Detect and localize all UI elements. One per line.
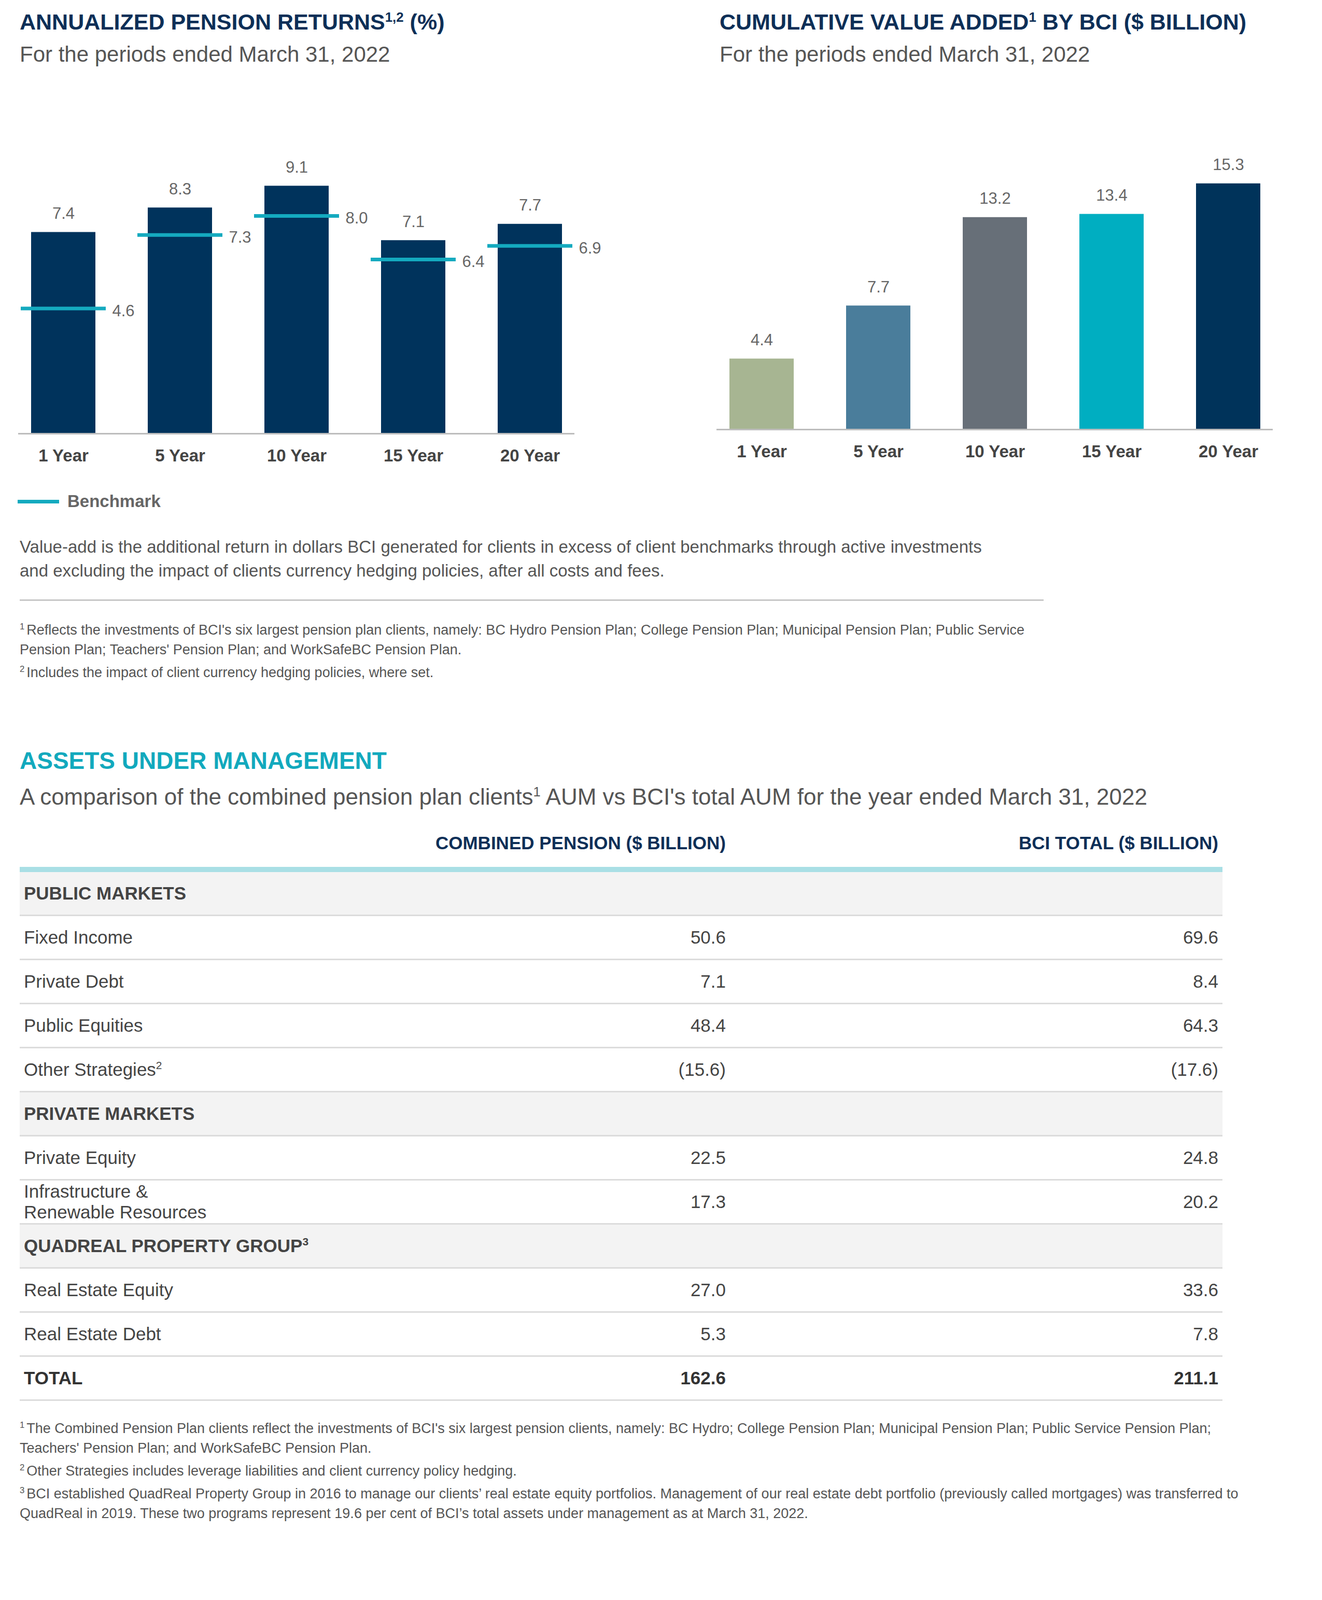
svg-text:15 Year: 15 Year: [1081, 441, 1142, 461]
html-text:211.1: 211.1: [1173, 1367, 1219, 1388]
svg-text:6.4: 6.4: [462, 252, 485, 271]
html-text:COMBINED PENSION ($ BILLION): COMBINED PENSION ($ BILLION): [435, 832, 726, 853]
svg-text:13.4: 13.4: [1095, 186, 1128, 205]
html-text:ANNUALIZED PENSION RETURNS1,2(: ANNUALIZED PENSION RETURNS1,2(%): [19, 9, 445, 35]
html-text:For the periods ended March 31: For the periods ended March 31, 2022: [19, 41, 391, 67]
svg-text:8.0: 8.0: [345, 208, 369, 228]
html-text:162.6: 162.6: [680, 1367, 726, 1388]
html-text:(17.6): (17.6): [1170, 1059, 1219, 1080]
svg-text:15 Year: 15 Year: [383, 445, 444, 466]
html-text:For the periods ended March 31: For the periods ended March 31, 2022: [719, 41, 1091, 67]
html-text:CUMULATIVE VALUE ADDED1BY BCI: CUMULATIVE VALUE ADDED1BY BCI ($ BILLION…: [719, 9, 1247, 35]
html-text:8.4: 8.4: [1193, 971, 1219, 992]
html-text:(15.6): (15.6): [678, 1059, 726, 1080]
svg-text:9.1: 9.1: [285, 158, 308, 177]
html-text:22.5: 22.5: [690, 1147, 726, 1168]
html-text:17.3: 17.3: [690, 1191, 726, 1212]
html-text:24.8: 24.8: [1183, 1147, 1219, 1168]
svg-text:7.1: 7.1: [402, 212, 425, 231]
svg-text:5 Year: 5 Year: [853, 441, 904, 461]
html-text:Fixed Income: Fixed Income: [23, 926, 133, 948]
svg-text:5 Year: 5 Year: [155, 445, 206, 466]
svg-text:1 Year: 1 Year: [736, 441, 787, 461]
svg-text:1 Year: 1 Year: [38, 445, 89, 466]
html-text:A comparison of the combined p: A comparison of the combined pension pla…: [19, 783, 1148, 810]
svg-text:7.7: 7.7: [518, 195, 542, 215]
svg-text:7.3: 7.3: [229, 228, 252, 247]
html-text:64.3: 64.3: [1183, 1015, 1219, 1036]
svg-text:15.3: 15.3: [1212, 155, 1244, 174]
html-text:TOTAL: TOTAL: [23, 1367, 83, 1388]
svg-text:10 Year: 10 Year: [266, 445, 327, 466]
svg-text:8.3: 8.3: [169, 179, 192, 199]
html-text:Real Estate Equity: Real Estate Equity: [23, 1279, 174, 1300]
html-text:69.6: 69.6: [1183, 926, 1219, 948]
html-text:Private Equity: Private Equity: [23, 1147, 136, 1168]
html-text:5.3: 5.3: [700, 1323, 726, 1344]
svg-text:4.6: 4.6: [112, 301, 135, 320]
html-text:Value-add is the additional re: Value-add is the additional return in do…: [19, 537, 982, 581]
html-text:Benchmark: Benchmark: [67, 491, 161, 511]
html-text:2Includes the impact of client: 2Includes the impact of client currency …: [19, 664, 434, 681]
html-text:33.6: 33.6: [1183, 1279, 1219, 1300]
svg-text:6.9: 6.9: [579, 238, 602, 258]
html-text:20.2: 20.2: [1183, 1191, 1219, 1212]
html-text:Real Estate Debt: Real Estate Debt: [23, 1323, 162, 1344]
svg-text:10 Year: 10 Year: [965, 441, 1025, 461]
svg-text:7.7: 7.7: [867, 277, 890, 297]
svg-text:7.4: 7.4: [52, 204, 75, 223]
html-text:1Reflects the investments of B: 1Reflects the investments of BCI's six l…: [19, 621, 1025, 658]
html-text:Infrastructure & Renewable Res: Infrastructure & Renewable Resources: [23, 1180, 207, 1222]
svg-text:20 Year: 20 Year: [1198, 441, 1259, 461]
html-text:7.8: 7.8: [1193, 1323, 1219, 1344]
html-text:Other Strategies2: Other Strategies2: [23, 1059, 163, 1080]
html-text:50.6: 50.6: [690, 926, 726, 948]
html-text:Public Equities: Public Equities: [23, 1015, 143, 1036]
html-text:PUBLIC MARKETS: PUBLIC MARKETS: [23, 882, 187, 904]
svg-text:4.4: 4.4: [750, 330, 773, 349]
html-text:2Other Strategies includes lev: 2Other Strategies includes leverage liab…: [19, 1462, 517, 1479]
html-text:48.4: 48.4: [690, 1015, 726, 1036]
html-text:1The Combined Pension Plan cli: 1The Combined Pension Plan clients refle…: [19, 1419, 1212, 1456]
html-text:ASSETS UNDER MANAGEMENT: ASSETS UNDER MANAGEMENT: [19, 747, 387, 775]
html-text:QUADREAL PROPERTY GROUP3: QUADREAL PROPERTY GROUP3: [23, 1235, 309, 1256]
html-text:Private Debt: Private Debt: [23, 971, 124, 992]
html-text:7.1: 7.1: [700, 971, 726, 992]
html-text:PRIVATE MARKETS: PRIVATE MARKETS: [23, 1103, 195, 1124]
html-text:BCI TOTAL ($ BILLION): BCI TOTAL ($ BILLION): [1018, 832, 1219, 853]
svg-text:13.2: 13.2: [979, 189, 1011, 208]
svg-text:20 Year: 20 Year: [500, 445, 560, 466]
html-text:27.0: 27.0: [690, 1279, 726, 1300]
html-text:3BCI established QuadReal Prop: 3BCI established QuadReal Property Group…: [19, 1485, 1239, 1522]
